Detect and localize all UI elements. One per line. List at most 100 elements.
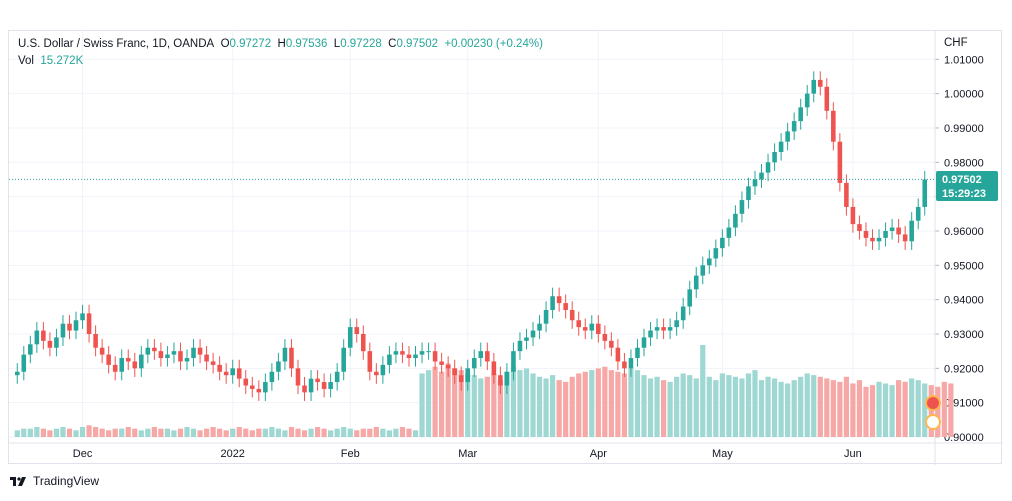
- volume-bar: [262, 428, 268, 437]
- volume-bar: [680, 373, 686, 437]
- candle-body: [896, 227, 901, 235]
- volume-bar: [634, 370, 641, 437]
- candle-body: [498, 375, 503, 386]
- candlestick-chart[interactable]: 1.010001.000000.990000.980000.970000.960…: [9, 31, 1003, 465]
- vol-label[interactable]: Vol: [18, 55, 34, 67]
- candle-body: [347, 327, 353, 348]
- candle-body: [315, 378, 320, 383]
- symbol-title[interactable]: U.S. Dollar / Swiss Franc, 1D, OANDA: [18, 38, 215, 50]
- volume-bar: [334, 428, 340, 437]
- volume-bar: [687, 375, 693, 437]
- candle-body: [34, 330, 40, 345]
- volume-bar: [53, 428, 60, 437]
- open-value: 0.97272: [229, 38, 272, 50]
- bar-countdown: 15:29:23: [942, 188, 987, 200]
- volume-bar: [700, 345, 706, 437]
- volume-bar: [282, 430, 288, 437]
- candle-body: [707, 258, 712, 266]
- candle-body: [517, 340, 523, 352]
- x-tick-label: May: [712, 448, 733, 460]
- candle-body: [615, 347, 621, 362]
- volume-bar: [804, 373, 810, 437]
- volume-bar: [354, 430, 360, 437]
- candle-body: [360, 333, 366, 352]
- candle-body: [28, 344, 33, 355]
- candle-body: [674, 320, 679, 328]
- legend-volume: Vol 15.272K: [18, 55, 83, 67]
- volume-bar: [230, 428, 236, 437]
- volume-bar: [132, 428, 138, 437]
- y-tick-label: 1.01000: [944, 54, 984, 66]
- volume-bar: [217, 428, 223, 437]
- y-tick-label: 0.93000: [944, 329, 984, 341]
- volume-bar: [902, 381, 908, 437]
- volume-bar: [491, 373, 497, 437]
- candle-body: [197, 347, 203, 355]
- volume-bar: [771, 378, 778, 437]
- volume-bar: [713, 380, 719, 437]
- volume-bar: [243, 428, 249, 437]
- candle-body: [504, 371, 510, 386]
- x-tick-label: Dec: [73, 448, 93, 460]
- candle-body: [530, 330, 536, 338]
- candle-body: [563, 303, 568, 310]
- volume-bar: [778, 381, 784, 437]
- volume-bar: [745, 373, 752, 437]
- volume-bar: [145, 428, 151, 437]
- candle-body: [465, 368, 471, 383]
- candle-body: [334, 371, 340, 383]
- candle-body: [80, 313, 85, 321]
- volume-bar: [308, 428, 314, 437]
- volume-bar: [171, 430, 177, 437]
- candle-body: [60, 323, 66, 338]
- candle-body: [132, 361, 138, 369]
- candle-body: [582, 327, 588, 331]
- candle-body: [171, 351, 177, 355]
- volume-bar: [732, 376, 739, 437]
- volume-bar: [27, 428, 33, 437]
- volume-bar: [647, 378, 654, 437]
- candle-body: [609, 340, 614, 348]
- event-flag-icon[interactable]: [925, 395, 941, 411]
- chart-frame[interactable]: 1.010001.000000.990000.980000.970000.960…: [8, 30, 1003, 465]
- volume-bar: [73, 430, 79, 437]
- volume-bar: [752, 370, 758, 437]
- candle-body: [713, 248, 719, 259]
- brand-footer[interactable]: TradingView: [10, 474, 99, 488]
- volume-bar: [510, 366, 517, 437]
- candle-body: [204, 354, 209, 362]
- candle-body: [471, 358, 477, 369]
- candle-body: [223, 371, 229, 376]
- volume-bar: [21, 428, 27, 437]
- volume-bar: [380, 428, 386, 437]
- candle-body: [524, 337, 529, 341]
- volume-bar: [791, 380, 797, 437]
- high-label: H: [277, 38, 286, 50]
- candle-body: [217, 364, 222, 372]
- candle-body: [752, 179, 758, 187]
- calendar-flag-icon[interactable]: [925, 414, 941, 430]
- candle-body: [804, 93, 810, 108]
- volume-bar: [458, 370, 464, 437]
- candle-body: [876, 237, 882, 242]
- candle-body: [785, 131, 790, 142]
- candle-body: [419, 351, 425, 355]
- candle-body: [191, 347, 196, 359]
- volume-bar: [439, 371, 445, 437]
- volume-bar: [674, 376, 680, 437]
- candle-body: [269, 371, 275, 383]
- volume-bar: [817, 376, 823, 437]
- candle-body: [458, 375, 464, 383]
- candle-body: [178, 351, 183, 362]
- volume-bar: [589, 370, 595, 437]
- candle-body: [811, 79, 817, 94]
- volume-bar: [112, 428, 118, 437]
- volume-bar: [177, 428, 184, 437]
- y-tick-label: 1.00000: [944, 89, 984, 101]
- candle-body: [236, 368, 242, 379]
- candle-body: [831, 110, 836, 142]
- y-tick-label: 0.90000: [944, 432, 984, 444]
- volume-bar: [452, 368, 458, 437]
- candle-body: [870, 237, 875, 242]
- volume-bar: [99, 428, 105, 437]
